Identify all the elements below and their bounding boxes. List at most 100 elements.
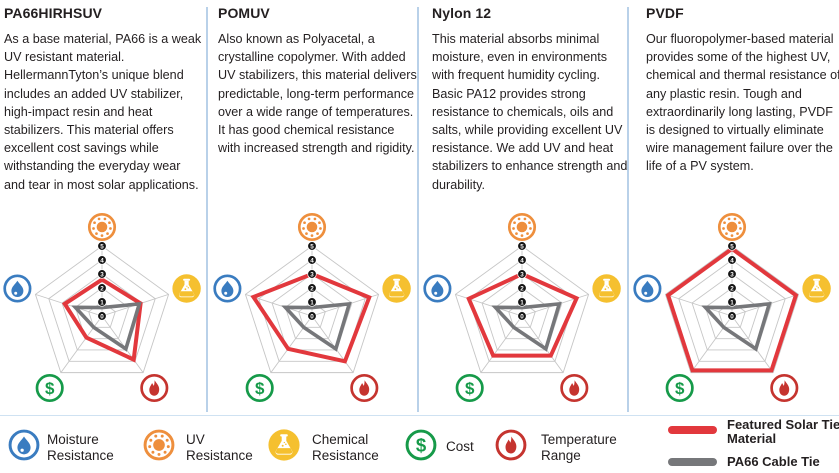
svg-text:3: 3 [100,271,104,278]
legend-label-line: Material [727,431,777,446]
material-column-nylon12: Nylon 12 This material absorbs minimal m… [432,5,631,194]
featured-series-polygon [61,277,143,363]
radar-chart-nylon12: 0 1 2 3 4 5 $ [416,210,628,410]
legend-label-line: Temperature [541,432,617,447]
baseline-series-swatch [668,458,717,466]
svg-text:3: 3 [310,271,314,278]
uv-sun-icon [142,428,176,462]
cost-dollar-icon: $ [665,373,694,403]
material-description: Also known as Polyacetal, a crystalline … [218,32,417,156]
legend-label-line: Moisture [47,432,99,447]
baseline-series-polygon [281,301,352,352]
material-description: As a base material, PA66 is a weak UV re… [4,32,202,192]
cost-dollar-icon: $ [404,428,438,462]
moisture-droplet-icon [3,274,32,303]
svg-text:1: 1 [310,299,314,306]
baseline-series-polygon [491,301,562,352]
material-description: This material absorbs minimal moisture, … [432,32,628,192]
legend-label-line: Resistance [47,447,114,463]
legend-label-line: Cost [446,439,474,454]
material-column-pomuv: POMUV Also known as Polyacetal, a crysta… [218,5,417,157]
material-column-pvdf: PVDF Our fluoropolymer-based material pr… [646,5,839,176]
legend-label-line: Resistance [312,447,379,463]
svg-text:0: 0 [730,313,734,320]
svg-text:5: 5 [520,243,524,250]
legend-label-line: Resistance [186,447,253,463]
featured-series-polygon [250,271,372,364]
svg-text:3: 3 [520,271,524,278]
legend-label-line: PA66 Cable Tie [727,454,820,469]
scale-badges: 0 1 2 3 4 5 [307,241,317,321]
svg-text:$: $ [255,379,265,398]
scale-badges: 0 1 2 3 4 5 [97,241,107,321]
legend-label-temperature: Temperature Range [541,432,617,463]
svg-text:$: $ [416,435,427,456]
svg-text:$: $ [675,379,685,398]
column-divider [627,7,629,412]
legend-label-baseline-series: PA66 Cable Tie [727,455,839,469]
svg-text:$: $ [465,379,475,398]
uv-sun-icon [717,212,747,242]
radar-chart-svg: 0 1 2 3 4 5 $ [423,212,621,403]
radar-chart-pomuv: 0 1 2 3 4 5 $ [206,210,418,410]
temperature-flame-icon [560,373,589,403]
legend-label-line: Range [541,447,581,463]
radar-chart-svg: 0 1 2 3 4 5 $ [213,212,411,403]
legend-icon-svg [268,429,300,461]
chemical-flask-icon [382,274,411,303]
svg-text:4: 4 [730,257,734,264]
material-title: PA66HIRHSUV [4,5,103,21]
svg-text:1: 1 [730,299,734,306]
baseline-series-polygon [701,301,772,352]
moisture-droplet-icon [213,274,242,303]
legend-label-chemical: Chemical Resistance [312,432,379,463]
moisture-droplet-icon [7,428,41,462]
temperature-flame-icon [494,428,528,462]
column-divider [206,7,208,412]
legend-label-line: Featured Solar Tie [727,417,839,432]
cost-dollar-icon: $ [245,373,274,403]
svg-text:2: 2 [100,285,104,292]
legend-icon-svg [143,429,175,461]
legend-label-featured-series: Featured Solar Tie Material [727,418,839,446]
chemical-flask-icon [802,274,831,303]
svg-text:4: 4 [520,257,524,264]
svg-text:2: 2 [310,285,314,292]
featured-series-polygon [665,246,799,373]
svg-text:2: 2 [520,285,524,292]
svg-text:4: 4 [100,257,104,264]
moisture-droplet-icon [423,274,452,303]
featured-series-swatch [668,426,717,434]
chemical-flask-icon [172,274,201,303]
chemical-flask-icon [267,428,301,462]
legend-label-uv: UV Resistance [186,432,253,463]
legend-label-line: Chemical [312,432,369,447]
material-description: Our fluoropolymer-based material provide… [646,32,839,174]
cost-dollar-icon: $ [455,373,484,403]
column-divider [416,7,419,412]
svg-text:1: 1 [520,299,524,306]
svg-text:2: 2 [730,285,734,292]
svg-text:5: 5 [730,243,734,250]
temperature-flame-icon [770,373,799,403]
radar-chart-pa66hirhsuv: 0 1 2 3 4 5 $ [0,210,208,410]
legend-label-line: UV [186,432,205,447]
moisture-droplet-icon [633,274,662,303]
uv-sun-icon [87,212,117,242]
material-title: Nylon 12 [432,5,492,21]
legend-label-moisture: Moisture Resistance [47,432,114,463]
radar-chart-svg: 0 1 2 3 4 5 $ [3,212,201,403]
svg-text:1: 1 [100,299,104,306]
cost-dollar-icon: $ [35,373,64,403]
svg-text:0: 0 [310,313,314,320]
material-column-pa66hirhsuv: PA66HIRHSUV As a base material, PA66 is … [4,5,203,194]
material-title: PVDF [646,5,684,21]
legend-label-cost: Cost [446,439,474,455]
legend-icon-svg [495,429,527,461]
radar-chart-pvdf: 0 1 2 3 4 5 $ [626,210,838,410]
radar-chart-svg: 0 1 2 3 4 5 $ [633,212,831,403]
legend-icon-svg: $ [405,429,437,461]
svg-text:3: 3 [730,271,734,278]
svg-text:4: 4 [310,257,314,264]
scale-badges: 0 1 2 3 4 5 [727,241,737,321]
